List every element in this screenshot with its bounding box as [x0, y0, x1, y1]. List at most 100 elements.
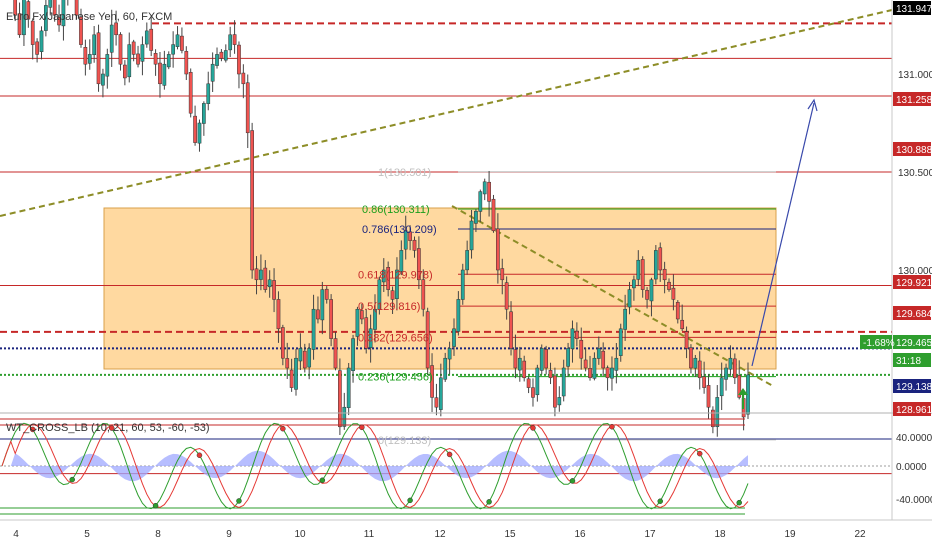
- price-tag-9: 128.961: [893, 402, 932, 416]
- candle-body-129: [566, 348, 570, 367]
- candle-body-81: [355, 308, 360, 337]
- cross-dot-25: [108, 425, 115, 431]
- candle-body-75: [329, 299, 333, 339]
- candle-body-33: [144, 30, 149, 45]
- candle-body-115: [504, 282, 509, 310]
- candle-body-168: [737, 375, 742, 398]
- price-tag-bg-2: [893, 142, 931, 156]
- price-tag-0: 131.947: [893, 1, 932, 15]
- candle-body-107: [469, 220, 474, 251]
- candle-body-10: [44, 5, 48, 31]
- candle-body-35: [153, 53, 158, 65]
- fib-label-7: 0(129.133): [378, 435, 431, 447]
- candle-body-42: [184, 51, 189, 75]
- candle-body-72: [316, 309, 320, 320]
- candle-body-166: [728, 357, 733, 370]
- candle-body-155: [680, 319, 685, 330]
- candle-body-40: [175, 34, 180, 47]
- candle-body-85: [373, 308, 377, 330]
- candle-body-154: [675, 302, 680, 320]
- candle-body-159: [697, 360, 702, 379]
- cross-dot-130: [569, 478, 576, 484]
- time-tick-8: 16: [574, 529, 586, 540]
- candle-body-69: [302, 350, 307, 369]
- time-tick-12: 22: [854, 529, 866, 540]
- candle-body-99: [434, 397, 439, 408]
- candle-body-54: [237, 44, 241, 75]
- candle-body-88: [386, 267, 391, 290]
- price-tag-bg-7: [860, 335, 892, 349]
- time-tick-1: 5: [84, 529, 90, 540]
- cross-dot-82: [359, 424, 365, 431]
- price-tag-bg-1: [893, 92, 931, 106]
- candle-body-53: [232, 34, 237, 45]
- candle-body-71: [311, 308, 316, 350]
- cross-dot-159: [696, 450, 703, 457]
- candle-body-51: [223, 50, 228, 61]
- price-tick-1: 131.000: [898, 70, 932, 81]
- candle-body-55: [241, 72, 246, 85]
- price-tag-text-3: 129.921: [896, 278, 932, 289]
- candle-body-89: [390, 290, 395, 300]
- cross-dot-168: [736, 499, 742, 506]
- cross-dot-45: [196, 452, 203, 458]
- price-tag-text-5: 129.465: [896, 338, 932, 349]
- candle-body-34: [149, 28, 154, 51]
- candle-body-12: [52, 0, 57, 16]
- price-tag-2: 130.888: [893, 142, 932, 156]
- candle-body-49: [215, 54, 219, 66]
- candle-body-26: [114, 22, 118, 36]
- candle-body-11: [48, 0, 53, 8]
- candle-body-83: [364, 317, 369, 349]
- candle-body-27: [118, 34, 123, 65]
- candle-body-116: [509, 311, 513, 349]
- fib-label-5: 0.382(129.656): [358, 332, 433, 344]
- fib-label-1: 0.86(130.311): [362, 204, 430, 216]
- candle-body-131: [575, 330, 579, 339]
- candle-body-76: [333, 338, 338, 369]
- candle-body-123: [539, 348, 544, 371]
- ind-tick-2: -40.0000: [896, 495, 932, 506]
- candle-body-119: [522, 360, 527, 379]
- candle-body-4: [17, 13, 22, 36]
- candle-body-79: [346, 367, 351, 409]
- candle-body-93: [408, 231, 412, 241]
- candle-body-110: [482, 181, 487, 195]
- candle-body-96: [421, 279, 426, 310]
- candle-body-92: [403, 230, 408, 250]
- candle-body-48: [210, 63, 215, 82]
- price-tag-bg-5: [893, 335, 931, 349]
- price-tag-text-9: 128.961: [896, 405, 932, 416]
- candle-body-66: [289, 369, 294, 388]
- candle-body-65: [285, 358, 290, 369]
- candle-body-64: [280, 327, 285, 359]
- candle-body-135: [592, 357, 597, 379]
- candle-body-62: [272, 280, 276, 300]
- candle-body-133: [583, 359, 588, 369]
- price-tag-bg-4: [893, 306, 931, 320]
- wt2-line: [1, 423, 749, 509]
- candle-body-70: [307, 348, 312, 368]
- price-tag-4: 129.684: [893, 306, 932, 320]
- time-tick-9: 17: [644, 529, 656, 540]
- symbol-title: Euro Fx/Japanese Yen, 60, FXCM: [6, 11, 172, 23]
- candle-body-90: [395, 269, 399, 299]
- fib-label-0: 1(130.501): [378, 167, 431, 179]
- candle-body-14: [61, 0, 66, 27]
- candle-body-13: [57, 16, 61, 26]
- price-tag-text-8: 129.138: [896, 382, 932, 393]
- candle-body-29: [127, 44, 132, 78]
- candle-body-97: [425, 311, 430, 369]
- candle-body-80: [351, 338, 355, 372]
- candle-body-147: [645, 290, 649, 300]
- candle-body-78: [342, 406, 347, 427]
- cross-dot-16: [69, 476, 75, 483]
- indicator-axis: 40.0000 0.0000 -40.0000: [896, 433, 932, 506]
- cross-dot-121: [530, 425, 536, 431]
- candle-body-105: [460, 269, 465, 300]
- candle-body-56: [245, 82, 250, 134]
- price-tag-text-7: -1.68%: [863, 338, 895, 349]
- candle-body-25: [109, 24, 114, 53]
- candle-body-101: [443, 357, 448, 380]
